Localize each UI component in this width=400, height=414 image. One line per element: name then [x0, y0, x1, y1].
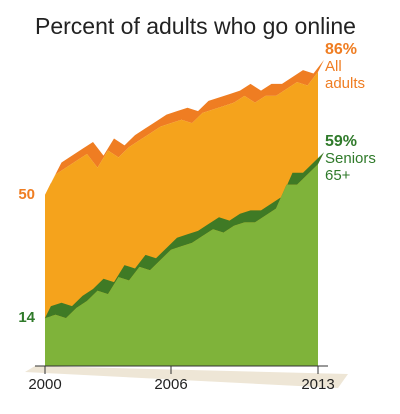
y-tick-label: 50: [18, 186, 35, 203]
value-label: 86%: [325, 40, 358, 58]
x-tick-label: 2006: [154, 376, 187, 393]
area-ridge: [45, 59, 324, 195]
legend-label: Seniors 65+: [325, 150, 376, 185]
floor: [25, 366, 348, 388]
chart-title: Percent of adults who go online: [35, 13, 356, 39]
area: [45, 164, 318, 366]
x-tick-label: 2000: [28, 376, 61, 393]
x-tick-label: 2013: [301, 376, 334, 393]
y-tick-label: 14: [18, 309, 35, 326]
legend-label: All adults: [325, 57, 366, 92]
value-label: 59%: [325, 133, 358, 151]
